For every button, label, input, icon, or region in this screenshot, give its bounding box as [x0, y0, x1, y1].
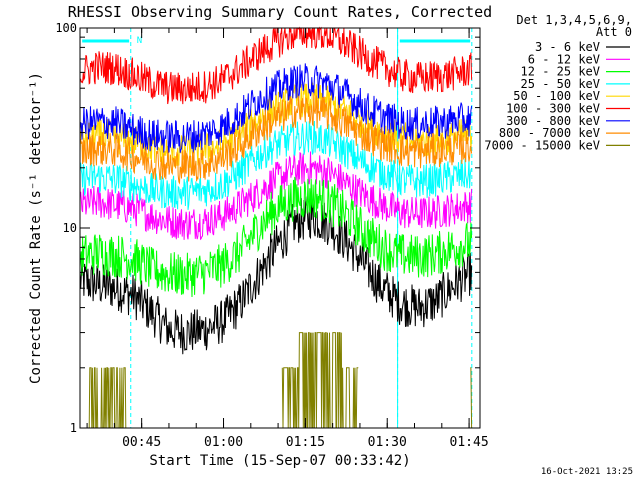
legend-header-line-1: Det 1,3,4,5,6,9, [516, 13, 632, 27]
legend-label-1: 6 - 12 keV [528, 52, 600, 66]
series-line-2 [79, 176, 473, 298]
y-tick-label: 10 [63, 221, 77, 235]
series-line-1 [79, 151, 473, 241]
legend-label-3: 25 - 50 keV [521, 77, 600, 91]
y-tick-label: 100 [55, 21, 77, 35]
x-tick-label: 00:45 [122, 435, 161, 450]
series-line-6 [79, 63, 473, 155]
legend-label-2: 12 - 25 keV [521, 65, 600, 79]
legend-label-5: 100 - 300 keV [506, 102, 600, 116]
series-path-6 [79, 63, 473, 155]
series-path-2 [79, 176, 473, 298]
y-axis-label: Corrected Count Rate (s⁻¹ detector⁻¹) [28, 72, 44, 384]
legend-label-7: 800 - 7000 keV [499, 126, 600, 140]
series-path-0 [79, 196, 473, 355]
series-path-3 [79, 120, 473, 210]
x-tick-label: 01:30 [368, 435, 407, 450]
footer-date: 16-Oct-2021 13:25 [541, 467, 633, 477]
axes: 1 10 100 00:45 01:00 01:15 01:30 01:45 [55, 21, 488, 450]
series-path-1 [79, 151, 473, 241]
chart-title: RHESSI Observing Summary Count Rates, Co… [68, 3, 492, 21]
series-path-7 [79, 93, 473, 185]
series-line-5 [79, 26, 473, 105]
plot-area: N [79, 26, 473, 429]
legend-header-line-2: Att 0 [596, 25, 632, 39]
x-tick-label: 01:15 [286, 435, 325, 450]
legend-label-8: 7000 - 15000 keV [484, 138, 600, 152]
series-line-0 [79, 196, 473, 355]
y-tick-label: 1 [70, 421, 77, 435]
series-line-3 [79, 120, 473, 210]
legend-label-0: 3 - 6 keV [535, 40, 600, 54]
night-marker-label: N [137, 36, 142, 46]
x-tick-label: 01:45 [450, 435, 489, 450]
legend-label-4: 50 - 100 keV [513, 89, 600, 103]
x-axis-label: Start Time (15-Sep-07 00:33:42) [149, 453, 410, 469]
series-path-5 [79, 26, 473, 105]
legend-label-6: 300 - 800 keV [506, 114, 600, 128]
series-line-7 [79, 93, 473, 185]
x-tick-label: 01:00 [204, 435, 243, 450]
